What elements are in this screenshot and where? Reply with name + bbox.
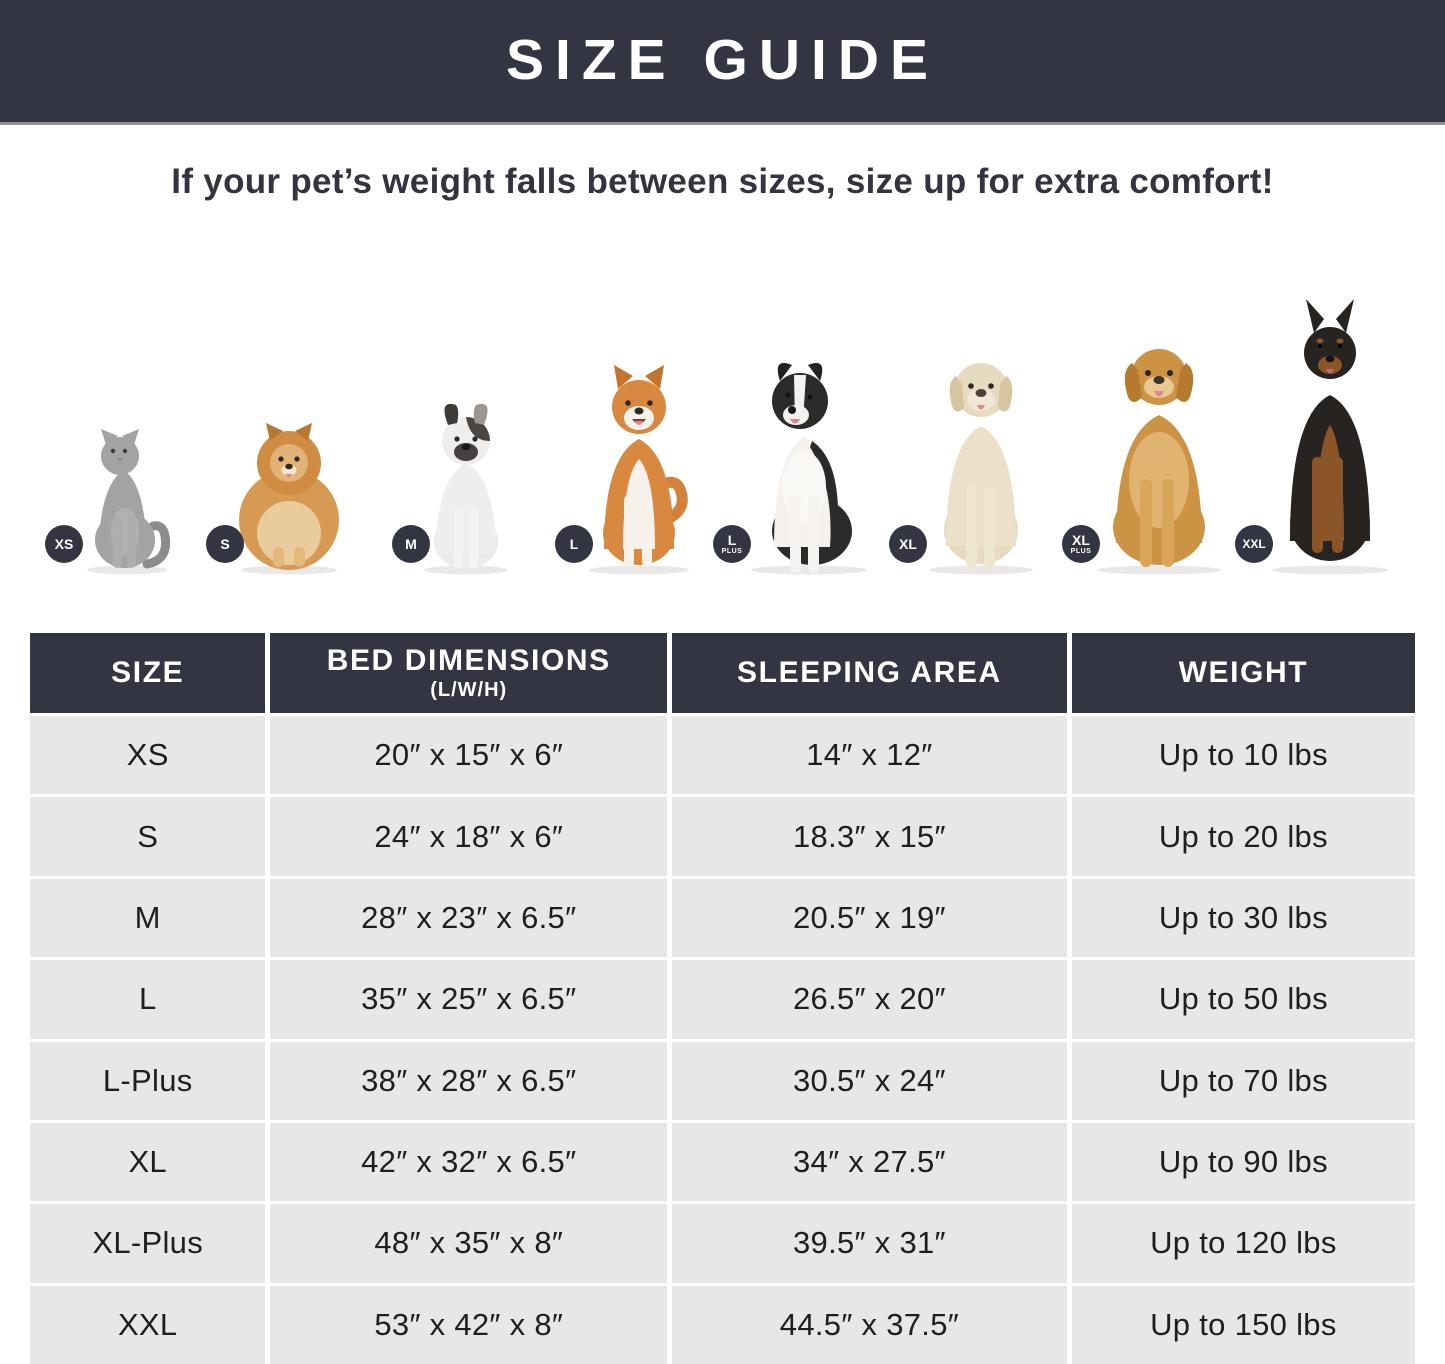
size-badge-label: XL <box>899 535 917 552</box>
cell-weight: Up to 20 lbs <box>1071 797 1415 876</box>
size-badge-xl-plus: XL PLUS <box>1062 525 1100 563</box>
cell-sleep: 34″ x 27.5″ <box>672 1122 1067 1202</box>
cell-weight: Up to 90 lbs <box>1071 1122 1415 1202</box>
cell-sleep: 18.3″ x 15″ <box>672 797 1067 876</box>
french-bulldog-illustration <box>424 403 508 575</box>
cell-bed: 53″ x 42″ x 8″ <box>270 1285 668 1364</box>
doberman-image <box>1256 297 1404 575</box>
pomeranian-illustration <box>239 423 339 575</box>
size-badge-sublabel: PLUS <box>1070 547 1092 555</box>
cell-weight: Up to 10 lbs <box>1071 716 1415 795</box>
cell-sleep: 14″ x 12″ <box>672 716 1067 795</box>
shiba-inu-image <box>576 361 702 575</box>
size-badge-l: L <box>555 525 593 563</box>
col-header-weight: WEIGHT <box>1071 633 1415 713</box>
cat-illustration <box>87 429 171 575</box>
cell-size: XS <box>30 716 266 795</box>
cell-sleep: 26.5″ x 20″ <box>672 960 1067 1039</box>
sizing-note: If your pet’s weight falls between sizes… <box>171 162 1274 201</box>
size-badge-sublabel: PLUS <box>721 547 743 555</box>
border-collie-image <box>734 347 884 575</box>
cell-size: XL-Plus <box>30 1204 266 1283</box>
pomeranian-image <box>228 415 350 575</box>
cell-size: L <box>30 960 266 1039</box>
cell-bed: 48″ x 35″ x 8″ <box>270 1204 668 1283</box>
size-badge-l-plus: L PLUS <box>713 525 751 563</box>
size-badge-label: M <box>405 535 417 552</box>
cell-weight: Up to 70 lbs <box>1071 1041 1415 1120</box>
size-badge-label: XL <box>1072 531 1090 548</box>
col-header-bed-dimensions-note: (L/W/H) <box>430 679 508 701</box>
cell-weight: Up to 50 lbs <box>1071 960 1415 1039</box>
cell-sleep: 20.5″ x 19″ <box>672 878 1067 958</box>
col-header-size: SIZE <box>30 633 266 713</box>
cell-weight: Up to 30 lbs <box>1071 878 1415 958</box>
cell-size: S <box>30 797 266 876</box>
cell-size: M <box>30 878 266 958</box>
size-badge-label: S <box>220 535 230 552</box>
labrador-illustration <box>929 363 1033 575</box>
golden-retriever-illustration <box>1097 349 1221 575</box>
cell-sleep: 44.5″ x 37.5″ <box>672 1285 1067 1364</box>
cell-sleep: 39.5″ x 31″ <box>672 1204 1067 1283</box>
labrador-image <box>916 340 1046 575</box>
size-badge-s: S <box>206 525 244 563</box>
page-title: SIZE GUIDE <box>505 28 940 92</box>
doberman-illustration <box>1272 299 1388 575</box>
size-badge-xxl: XXL <box>1235 525 1273 563</box>
pet-size-lineup: XS S M L L PLUS XL XL PLUS XXL <box>0 295 1445 600</box>
cell-size: XXL <box>30 1285 266 1364</box>
size-badge-xs: XS <box>45 525 83 563</box>
col-header-bed-dimensions-label: BED DIMENSIONS <box>326 644 611 677</box>
cell-bed: 28″ x 23″ x 6.5″ <box>270 878 668 958</box>
size-badge-xl: XL <box>889 525 927 563</box>
cell-sleep: 30.5″ x 24″ <box>672 1041 1067 1120</box>
cell-size: XL <box>30 1122 266 1202</box>
cell-size: L-Plus <box>30 1041 266 1120</box>
col-header-sleeping-area: SLEEPING AREA <box>672 633 1067 713</box>
size-table: SIZE BED DIMENSIONS (L/W/H) SLEEPING ARE… <box>30 633 1415 1364</box>
cell-weight: Up to 120 lbs <box>1071 1204 1415 1283</box>
cell-weight: Up to 150 lbs <box>1071 1285 1415 1364</box>
size-badge-label: XS <box>54 535 74 552</box>
shiba-inu-illustration <box>589 365 689 575</box>
cat-image <box>77 428 177 575</box>
cell-bed: 20″ x 15″ x 6″ <box>270 716 668 795</box>
size-badge-label: XXL <box>1242 536 1266 551</box>
header-bar: SIZE GUIDE <box>0 0 1445 125</box>
border-collie-illustration <box>751 363 867 575</box>
size-badge-m: M <box>392 525 430 563</box>
cell-bed: 24″ x 18″ x 6″ <box>270 797 668 876</box>
golden-retriever-image <box>1078 325 1240 575</box>
cell-bed: 35″ x 25″ x 6.5″ <box>270 960 668 1039</box>
size-badge-label: L <box>727 531 737 548</box>
cell-bed: 42″ x 32″ x 6.5″ <box>270 1122 668 1202</box>
size-badge-label: L <box>569 535 579 552</box>
cell-bed: 38″ x 28″ x 6.5″ <box>270 1041 668 1120</box>
col-header-bed-dimensions: BED DIMENSIONS (L/W/H) <box>270 633 668 713</box>
french-bulldog-image <box>412 395 520 575</box>
